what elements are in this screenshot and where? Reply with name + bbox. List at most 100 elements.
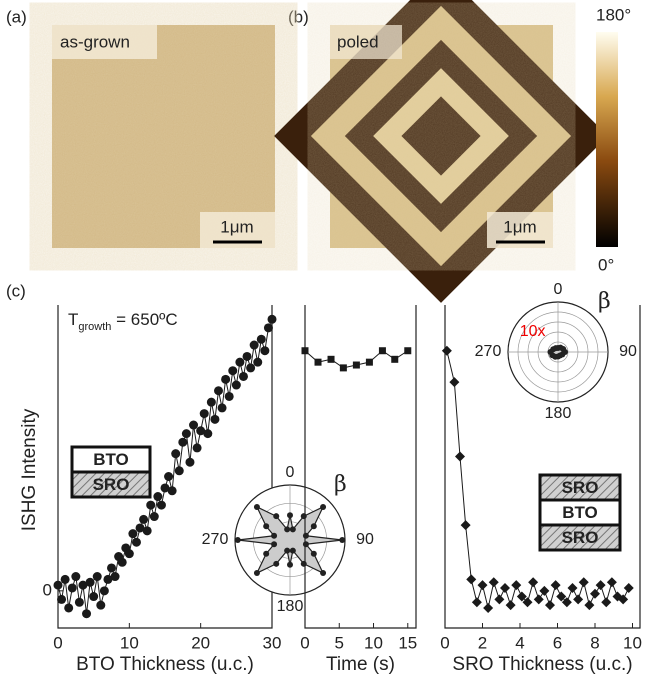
- marker: [203, 429, 212, 438]
- marker: [146, 501, 155, 510]
- polar-tick-label: 0: [286, 464, 295, 481]
- marker: [455, 451, 465, 461]
- layer-label: BTO: [93, 450, 129, 469]
- multiplier-label: 10x: [520, 323, 546, 340]
- marker: [54, 581, 63, 590]
- y-axis-label: ISHG Intensity: [19, 408, 40, 531]
- annotation-part: growth: [78, 321, 111, 333]
- x-tick-label: 2: [478, 633, 487, 652]
- polar-tick-label: 180: [545, 405, 572, 422]
- marker: [494, 594, 504, 604]
- scale-bar-label: 1μm: [220, 217, 253, 236]
- marker: [573, 594, 583, 604]
- x-axis-label: BTO Thickness (u.c.): [76, 654, 254, 675]
- image-label: as-grown: [60, 32, 130, 51]
- x-tick-label: 0: [53, 633, 62, 652]
- x-tick-label: 0: [300, 633, 309, 652]
- marker: [624, 583, 634, 593]
- marker: [461, 520, 471, 530]
- marker: [264, 323, 273, 332]
- marker: [545, 600, 555, 610]
- marker: [232, 381, 241, 390]
- marker: [75, 598, 84, 607]
- marker: [442, 346, 452, 356]
- annotation: Tgrowth = 650ºC: [68, 310, 178, 332]
- marker: [253, 358, 262, 367]
- marker: [449, 377, 459, 387]
- marker: [568, 583, 578, 593]
- marker: [214, 386, 223, 395]
- marker: [210, 415, 219, 424]
- x-tick-label: 10: [364, 633, 383, 652]
- marker: [150, 512, 159, 521]
- polar-marker: [303, 541, 309, 547]
- marker: [243, 352, 252, 361]
- scale-bar-label: 1μm: [503, 217, 536, 236]
- marker: [539, 586, 549, 596]
- marker: [225, 392, 234, 401]
- marker: [57, 595, 66, 604]
- polar-symbol: β: [334, 472, 347, 497]
- marker: [239, 372, 248, 381]
- polar-tick-label: 270: [475, 343, 502, 360]
- marker: [143, 526, 152, 535]
- marker: [489, 577, 499, 587]
- x-tick-label: 20: [191, 633, 210, 652]
- marker: [379, 347, 386, 354]
- marker: [506, 600, 516, 610]
- polar-marker: [235, 537, 241, 543]
- marker: [534, 594, 544, 604]
- marker: [118, 558, 127, 567]
- polar-marker: [254, 504, 260, 510]
- marker: [82, 609, 91, 618]
- marker: [193, 443, 202, 452]
- marker: [584, 600, 594, 610]
- marker: [353, 362, 360, 369]
- polar-marker: [320, 504, 326, 510]
- y-tick-label: 0: [43, 580, 52, 599]
- marker: [268, 315, 277, 324]
- x-tick-label: 5: [335, 633, 344, 652]
- annotation-part: = 650ºC: [111, 310, 177, 329]
- polar-marker: [273, 513, 279, 519]
- marker: [228, 366, 237, 375]
- layer-label: BTO: [562, 503, 598, 522]
- polar-marker: [553, 345, 559, 351]
- polar-marker: [290, 526, 296, 532]
- marker: [472, 597, 482, 607]
- marker: [596, 580, 606, 590]
- marker: [466, 574, 476, 584]
- polar-marker: [287, 562, 293, 568]
- marker: [607, 577, 617, 587]
- polar-tick-label: 180: [277, 598, 304, 615]
- polar-marker: [284, 548, 290, 554]
- x-axis-label: Time (s): [326, 654, 395, 675]
- x-tick-label: 6: [553, 633, 562, 652]
- colorbar-label: 0°: [598, 255, 614, 274]
- layer-label: SRO: [562, 478, 599, 497]
- marker: [590, 589, 600, 599]
- x-axis-label: SRO Thickness (u.c.): [452, 654, 632, 675]
- marker: [68, 583, 77, 592]
- marker: [500, 583, 510, 593]
- marker: [64, 603, 73, 612]
- image-a: as-grown 1μm: [52, 25, 275, 248]
- marker: [93, 572, 102, 581]
- image-label: poled: [337, 32, 379, 51]
- marker: [601, 597, 611, 607]
- marker: [207, 398, 216, 407]
- polar-marker: [290, 548, 296, 554]
- polar-tick-label: 90: [356, 531, 374, 548]
- marker: [315, 359, 322, 366]
- marker: [107, 563, 116, 572]
- polar-marker: [273, 561, 279, 567]
- marker: [153, 492, 162, 501]
- marker: [221, 375, 230, 384]
- polar-marker: [271, 533, 277, 539]
- image-b: poled 1μm: [274, 0, 608, 303]
- marker: [189, 421, 198, 430]
- marker: [328, 356, 335, 363]
- panel-label: (a): [6, 7, 27, 26]
- panel-label: (b): [288, 7, 309, 26]
- x-tick-label: 30: [263, 633, 282, 652]
